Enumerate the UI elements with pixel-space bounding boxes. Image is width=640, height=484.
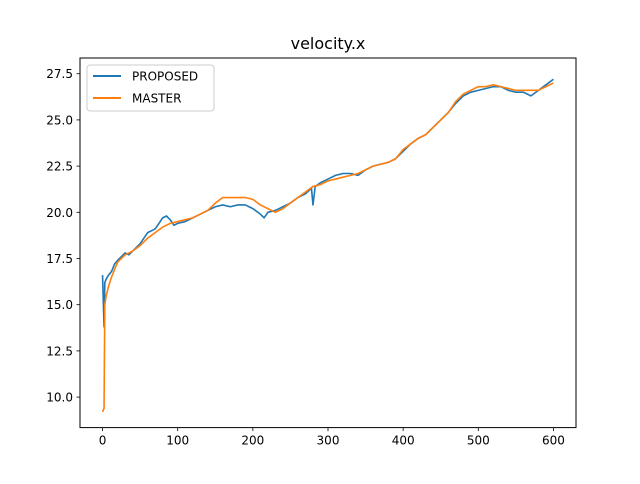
legend-label-proposed: PROPOSED xyxy=(132,70,198,84)
x-tick-label: 200 xyxy=(241,434,264,448)
series-line-master xyxy=(101,82,554,413)
y-tick-label: 27.5 xyxy=(46,67,73,81)
y-tick-label: 25.0 xyxy=(46,113,73,127)
x-tick-label: 300 xyxy=(317,434,340,448)
x-tick-label: 0 xyxy=(99,434,107,448)
x-tick-label: 600 xyxy=(542,434,565,448)
legend-label-master: MASTER xyxy=(132,92,181,106)
x-tick-label: 500 xyxy=(467,434,490,448)
legend: PROPOSED MASTER xyxy=(86,64,215,112)
series-layer xyxy=(101,78,554,413)
y-tick-label: 10.0 xyxy=(46,391,73,405)
chart-title: velocity.x xyxy=(291,34,366,53)
y-tick-label: 15.0 xyxy=(46,298,73,312)
tick-layer: 0 100 200 300 400 500 600 10.0 12.5 15.0 17.5 20.0 2… xyxy=(46,67,565,447)
plot-area-frame xyxy=(79,57,577,429)
y-tick-label: 22.5 xyxy=(46,160,73,174)
x-tick-label: 400 xyxy=(392,434,415,448)
y-tick-label: 17.5 xyxy=(46,252,73,266)
y-tick-label: 20.0 xyxy=(46,206,73,220)
y-tick-label: 12.5 xyxy=(46,344,73,358)
x-tick-label: 100 xyxy=(166,434,189,448)
